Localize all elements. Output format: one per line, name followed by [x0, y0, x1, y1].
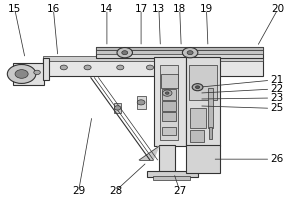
- Bar: [163, 127, 176, 135]
- Circle shape: [114, 106, 121, 110]
- Text: 28: 28: [109, 186, 122, 196]
- Text: 27: 27: [173, 186, 186, 196]
- Circle shape: [182, 48, 198, 58]
- Text: 23: 23: [270, 93, 284, 103]
- Circle shape: [187, 51, 193, 55]
- Bar: [189, 64, 217, 100]
- Text: 19: 19: [200, 4, 213, 14]
- Bar: [154, 57, 186, 146]
- Text: 29: 29: [72, 186, 85, 196]
- Text: 15: 15: [8, 4, 21, 14]
- Circle shape: [192, 84, 203, 91]
- Bar: [186, 57, 220, 146]
- Text: 13: 13: [152, 4, 166, 14]
- Text: 21: 21: [270, 75, 284, 85]
- Text: 17: 17: [134, 4, 148, 14]
- Bar: [136, 96, 146, 109]
- Bar: [153, 176, 190, 180]
- Bar: [162, 89, 176, 100]
- Circle shape: [196, 86, 200, 89]
- Bar: [97, 50, 263, 54]
- Bar: [97, 47, 263, 58]
- Text: 20: 20: [271, 4, 284, 14]
- Circle shape: [166, 92, 169, 94]
- Text: 16: 16: [47, 4, 60, 14]
- Text: 26: 26: [270, 154, 284, 164]
- Circle shape: [137, 100, 145, 105]
- Bar: [208, 88, 213, 128]
- Text: 18: 18: [173, 4, 186, 14]
- Circle shape: [15, 70, 28, 78]
- Bar: [13, 63, 44, 85]
- Text: 22: 22: [270, 84, 284, 94]
- Circle shape: [84, 65, 91, 70]
- Circle shape: [60, 65, 68, 70]
- Bar: [43, 56, 263, 61]
- Bar: [190, 130, 204, 142]
- Bar: [159, 145, 175, 173]
- Circle shape: [34, 70, 40, 75]
- Bar: [160, 65, 178, 140]
- Circle shape: [163, 90, 172, 96]
- Bar: [190, 108, 206, 128]
- Polygon shape: [139, 146, 159, 160]
- Bar: [209, 127, 212, 139]
- Circle shape: [117, 48, 133, 58]
- Circle shape: [146, 65, 154, 70]
- Text: 14: 14: [100, 4, 113, 14]
- Circle shape: [117, 65, 124, 70]
- Bar: [97, 47, 263, 50]
- Circle shape: [7, 64, 36, 83]
- Bar: [163, 112, 176, 121]
- Bar: [147, 171, 198, 177]
- Bar: [114, 103, 121, 113]
- Bar: [161, 74, 178, 88]
- Circle shape: [122, 51, 128, 55]
- Bar: [43, 58, 49, 80]
- Bar: [186, 145, 220, 173]
- Bar: [43, 58, 263, 76]
- Bar: [163, 101, 176, 111]
- Text: 25: 25: [270, 103, 284, 113]
